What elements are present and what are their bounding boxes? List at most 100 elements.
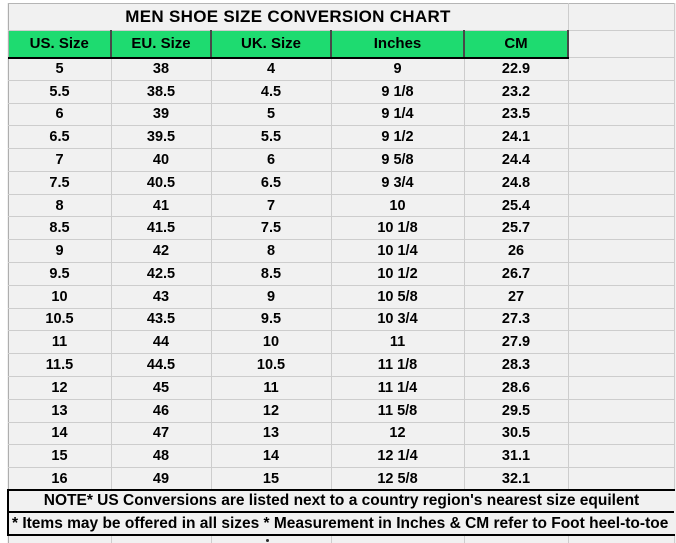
table-cell[interactable]: 8 <box>8 194 112 218</box>
empty-cell[interactable] <box>111 535 212 543</box>
empty-cell[interactable] <box>568 422 675 446</box>
empty-cell[interactable] <box>568 330 675 355</box>
table-cell[interactable]: 7 <box>211 194 332 218</box>
table-cell[interactable]: 40.5 <box>111 171 212 195</box>
table-cell[interactable]: 24.1 <box>464 125 569 150</box>
table-cell[interactable]: 7.5 <box>211 216 332 241</box>
table-cell[interactable]: 11 5/8 <box>331 399 465 423</box>
table-cell[interactable]: 41 <box>111 194 212 218</box>
table-cell[interactable]: 10 <box>8 285 112 309</box>
table-cell[interactable]: 42.5 <box>111 262 212 286</box>
table-cell[interactable]: 44 <box>111 330 212 355</box>
table-cell[interactable]: 13 <box>8 399 112 423</box>
table-cell[interactable]: 10.5 <box>211 353 332 377</box>
empty-cell[interactable] <box>568 125 675 150</box>
empty-cell[interactable] <box>331 535 465 543</box>
empty-cell[interactable] <box>568 80 675 104</box>
empty-cell[interactable] <box>8 535 112 543</box>
empty-cell[interactable] <box>568 216 675 241</box>
empty-cell[interactable] <box>568 239 675 264</box>
table-cell[interactable]: 15 <box>8 444 112 469</box>
empty-cell[interactable] <box>464 535 569 543</box>
table-cell[interactable]: 39.5 <box>111 125 212 150</box>
table-cell[interactable]: 48 <box>111 444 212 469</box>
table-cell[interactable]: 9 5/8 <box>331 148 465 172</box>
table-cell[interactable]: 6.5 <box>8 125 112 150</box>
empty-cell[interactable] <box>568 376 675 400</box>
empty-cell[interactable] <box>568 57 675 81</box>
table-cell[interactable]: 9 1/8 <box>331 80 465 104</box>
table-cell[interactable]: 40 <box>111 148 212 172</box>
table-cell[interactable]: 10 1/8 <box>331 216 465 241</box>
table-cell[interactable]: 7 <box>8 148 112 172</box>
table-cell[interactable]: 28.6 <box>464 376 569 400</box>
column-header-inches[interactable]: Inches <box>331 30 465 59</box>
table-cell[interactable]: 12 5/8 <box>331 467 465 491</box>
table-cell[interactable]: 41.5 <box>111 216 212 241</box>
table-cell[interactable]: 26.7 <box>464 262 569 286</box>
table-cell[interactable]: 24.4 <box>464 148 569 172</box>
table-cell[interactable]: 47 <box>111 422 212 446</box>
empty-cell[interactable] <box>568 308 675 332</box>
table-cell[interactable]: 10 1/4 <box>331 239 465 264</box>
empty-cell[interactable] <box>568 285 675 309</box>
table-cell[interactable]: 10 <box>211 330 332 355</box>
table-cell[interactable]: 8 <box>211 239 332 264</box>
column-header-eu-size[interactable]: EU. Size <box>111 30 212 59</box>
table-cell[interactable]: 39 <box>111 103 212 127</box>
empty-cell[interactable] <box>568 444 675 469</box>
empty-cell[interactable] <box>568 148 675 172</box>
table-cell[interactable]: 6 <box>211 148 332 172</box>
table-cell[interactable]: 23.2 <box>464 80 569 104</box>
table-cell[interactable]: 8.5 <box>211 262 332 286</box>
table-cell[interactable]: 45 <box>111 376 212 400</box>
empty-cell[interactable] <box>568 399 675 423</box>
empty-cell[interactable] <box>568 194 675 218</box>
column-header-us-size[interactable]: US. Size <box>8 30 112 59</box>
table-cell[interactable]: 9 <box>8 239 112 264</box>
table-cell[interactable]: 5.5 <box>8 80 112 104</box>
table-cell[interactable]: 11 1/4 <box>331 376 465 400</box>
table-cell[interactable]: 31.1 <box>464 444 569 469</box>
empty-cell[interactable] <box>568 353 675 377</box>
table-cell[interactable]: 43 <box>111 285 212 309</box>
table-cell[interactable]: 8.5 <box>8 216 112 241</box>
column-header-uk-size[interactable]: UK. Size <box>211 30 332 59</box>
table-cell[interactable]: 10 5/8 <box>331 285 465 309</box>
empty-cell[interactable] <box>568 103 675 127</box>
table-cell[interactable]: 12 <box>331 422 465 446</box>
table-cell[interactable]: 13 <box>211 422 332 446</box>
table-cell[interactable]: 27.9 <box>464 330 569 355</box>
table-cell[interactable]: 6.5 <box>211 171 332 195</box>
empty-cell[interactable] <box>568 262 675 286</box>
table-cell[interactable]: 38 <box>111 57 212 81</box>
table-cell[interactable]: 6 <box>8 103 112 127</box>
table-cell[interactable]: 9 <box>211 285 332 309</box>
empty-cell[interactable] <box>568 467 675 491</box>
table-cell[interactable]: 5 <box>211 103 332 127</box>
table-cell[interactable]: 12 1/4 <box>331 444 465 469</box>
empty-cell[interactable] <box>568 535 675 543</box>
table-cell[interactable]: 25.4 <box>464 194 569 218</box>
empty-cell[interactable] <box>211 535 332 543</box>
table-cell[interactable]: 9 <box>331 57 465 81</box>
table-cell[interactable]: 9 3/4 <box>331 171 465 195</box>
column-header-cm[interactable]: CM <box>464 30 570 59</box>
table-cell[interactable]: 10 <box>331 194 465 218</box>
table-cell[interactable]: 10 1/2 <box>331 262 465 286</box>
table-cell[interactable]: 23.5 <box>464 103 569 127</box>
table-cell[interactable]: 12 <box>8 376 112 400</box>
empty-cell[interactable] <box>568 171 675 195</box>
table-cell[interactable]: 11.5 <box>8 353 112 377</box>
empty-cell[interactable] <box>568 30 675 58</box>
table-cell[interactable]: 9 1/2 <box>331 125 465 150</box>
table-cell[interactable]: 11 <box>8 330 112 355</box>
table-cell[interactable]: 42 <box>111 239 212 264</box>
table-cell[interactable]: 22.9 <box>464 57 569 81</box>
table-cell[interactable]: 7.5 <box>8 171 112 195</box>
table-cell[interactable]: 28.3 <box>464 353 569 377</box>
table-cell[interactable]: 25.7 <box>464 216 569 241</box>
table-cell[interactable]: 9.5 <box>8 262 112 286</box>
table-cell[interactable]: 44.5 <box>111 353 212 377</box>
table-cell[interactable]: 15 <box>211 467 332 491</box>
